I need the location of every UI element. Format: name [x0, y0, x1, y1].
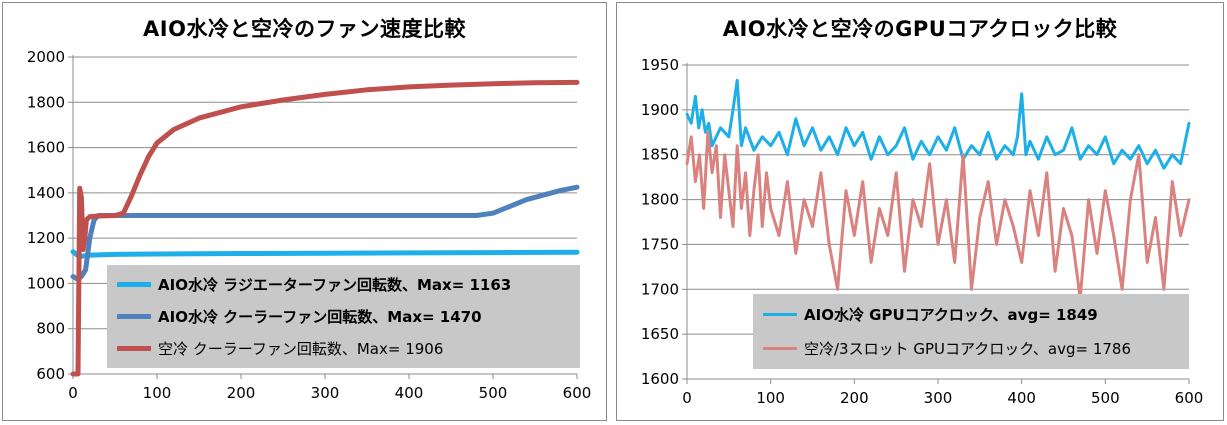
clock-chart-series-line-2: [685, 130, 1191, 300]
clock-chart-y-tick-label: 1600: [641, 370, 679, 388]
legend-label: 空冷 クーラーファン回転数、Max= 1906: [158, 339, 444, 358]
legend-item-aio-gpu-clock: AIO水冷 GPUコアクロック、avg= 1849: [763, 303, 1098, 325]
legend-item-air-cooler-fan: 空冷 クーラーファン回転数、Max= 1906: [117, 337, 443, 359]
legend-swatch: [763, 312, 797, 316]
legend-item-aio-radiator-fan: AIO水冷 ラジエーターファン回転数、Max= 1163: [117, 273, 511, 295]
fan-chart-x-tick-label: 500: [479, 384, 508, 402]
fan-chart-y-tick-label: 1200: [27, 229, 65, 247]
fan-chart-y-tick-label: 1600: [27, 139, 65, 157]
gpu-clock-chart-panel: 1600 1650 1700 1750 1800 1850 1900 1950 0 100 200 3…: [616, 2, 1224, 421]
fan-chart-y-tick-label: 800: [36, 320, 65, 338]
clock-chart-x-tick-label: 100: [756, 389, 785, 407]
fan-chart-y-tick-label: 1400: [27, 184, 65, 202]
clock-chart-x-tick-label: 0: [682, 389, 692, 407]
clock-chart-y-tick-label: 1950: [641, 56, 679, 74]
fan-chart-series-line-3: [70, 79, 580, 377]
clock-chart-series-line-1: [685, 78, 1191, 170]
clock-chart-x-tick-label: 300: [924, 389, 953, 407]
clock-chart-y-tick-label: 1750: [641, 235, 679, 253]
clock-chart-y-tick-label: 1650: [641, 325, 679, 343]
fan-speed-chart: 600 800 1000 1200 1400 1600 1800 2000 0 100 200 300…: [27, 48, 592, 402]
clock-chart-y-tick-label: 1800: [641, 191, 679, 209]
gpu-clock-chart-title: AIO水冷と空冷のGPUコアクロック比較: [722, 17, 1118, 41]
fan-speed-legend: AIO水冷 ラジエーターファン回転数、Max= 1163 AIO水冷 クーラーフ…: [107, 265, 580, 368]
clock-chart-x-tick-label: 500: [1091, 389, 1120, 407]
clock-chart-y-tick-label: 1850: [641, 146, 679, 164]
clock-chart-x-tick-label: 600: [1175, 389, 1204, 407]
fan-chart-x-tick-label: 100: [143, 384, 172, 402]
fan-chart-y-tick-label: 1000: [27, 274, 65, 292]
clock-chart-x-tick-label: 400: [1007, 389, 1036, 407]
fan-speed-chart-panel: 600 800 1000 1200 1400 1600 1800 2000 0 100 200 300…: [2, 2, 607, 421]
fan-chart-x-tick-label: 600: [563, 384, 592, 402]
legend-label: AIO水冷 ラジエーターファン回転数、Max= 1163: [158, 275, 512, 294]
legend-label: 空冷/3スロット GPUコアクロック、avg= 1786: [804, 339, 1132, 358]
gpu-clock-legend: AIO水冷 GPUコアクロック、avg= 1849 空冷/3スロット GPUコア…: [753, 294, 1189, 369]
fan-chart-y-tick-label: 1800: [27, 93, 65, 111]
legend-swatch: [117, 345, 151, 351]
legend-label: AIO水冷 クーラーファン回転数、Max= 1470: [158, 307, 482, 326]
clock-chart-y-tick-label: 1900: [641, 101, 679, 119]
fan-chart-series-line-2: [70, 184, 580, 282]
legend-swatch: [763, 346, 797, 350]
clock-chart-x-tick-label: 200: [840, 389, 869, 407]
fan-chart-x-tick-label: 400: [395, 384, 424, 402]
legend-swatch: [117, 313, 151, 319]
legend-swatch: [117, 281, 151, 287]
legend-item-air-gpu-clock: 空冷/3スロット GPUコアクロック、avg= 1786: [763, 337, 1131, 359]
fan-chart-x-tick-label: 200: [227, 384, 256, 402]
legend-label: AIO水冷 GPUコアクロック、avg= 1849: [804, 305, 1098, 324]
fan-chart-x-tick-label: 0: [68, 384, 78, 402]
legend-item-aio-cooler-fan: AIO水冷 クーラーファン回転数、Max= 1470: [117, 305, 482, 327]
fan-chart-series-line-1: [70, 249, 580, 259]
clock-chart-y-tick-label: 1700: [641, 280, 679, 298]
fan-chart-y-tick-label: 600: [36, 365, 65, 383]
fan-speed-chart-title: AIO水冷と空冷のファン速度比較: [143, 17, 466, 41]
fan-chart-x-tick-label: 300: [311, 384, 340, 402]
fan-chart-y-tick-label: 2000: [27, 48, 65, 66]
